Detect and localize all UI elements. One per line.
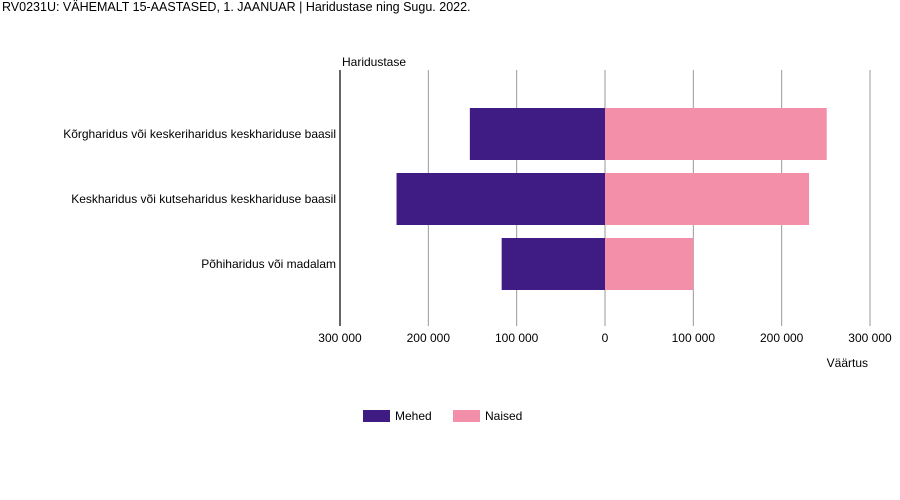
x-tick-label: 200 000 (760, 331, 804, 345)
bars (396, 108, 827, 290)
chart-title: RV0231U: VÄHEMALT 15-AASTASED, 1. JAANUA… (2, 0, 471, 14)
x-tick-label: 300 000 (848, 331, 892, 345)
x-tick-label: 0 (602, 331, 609, 345)
x-tick-label: 100 000 (495, 331, 539, 345)
bar-naised[interactable] (605, 173, 810, 225)
bar-naised[interactable] (605, 238, 694, 290)
legend: Mehed Naised (363, 409, 522, 423)
legend-label-mehed: Mehed (395, 409, 432, 423)
x-axis-title: Väärtus (827, 356, 868, 370)
legend-label-naised: Naised (485, 409, 522, 423)
category-label: Kõrgharidus või keskeriharidus keskharid… (63, 127, 336, 141)
category-label: Põhiharidus või madalam (201, 257, 336, 271)
bar-naised[interactable] (605, 108, 827, 160)
legend-swatch-naised (453, 410, 480, 422)
x-tick-label: 200 000 (407, 331, 451, 345)
y-axis-title: Haridustase (342, 55, 406, 69)
x-tick-label: 100 000 (672, 331, 716, 345)
x-tick-label: 300 000 (318, 331, 362, 345)
bar-mehed[interactable] (396, 173, 605, 225)
category-label: Keskharidus või kutseharidus keskharidus… (71, 192, 336, 206)
legend-swatch-mehed (363, 410, 390, 422)
bar-mehed[interactable] (501, 238, 605, 290)
bar-mehed[interactable] (469, 108, 605, 160)
labels: 300 000 200 000 100 000 0 100 000 200 000 300 … (63, 55, 892, 370)
